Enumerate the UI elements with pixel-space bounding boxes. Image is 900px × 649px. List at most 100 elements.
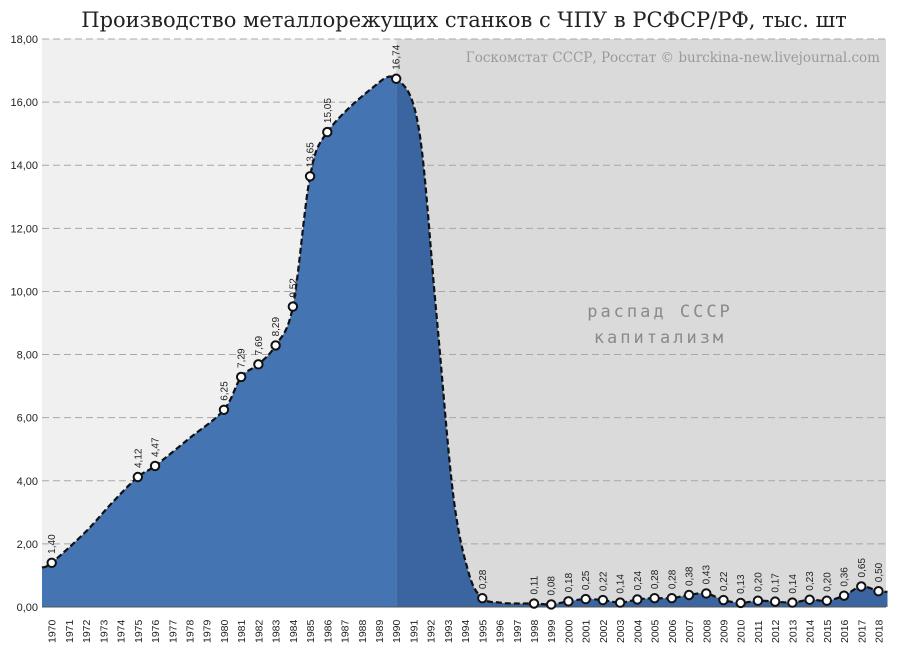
x-tick-label: 1977 bbox=[167, 619, 179, 643]
x-tick-label: 2016 bbox=[839, 619, 851, 643]
x-tick-label: 2001 bbox=[581, 619, 593, 643]
y-tick-label: 2,00 bbox=[17, 539, 38, 551]
data-point bbox=[563, 596, 574, 607]
x-tick-label: 1974 bbox=[116, 619, 128, 643]
data-point bbox=[649, 592, 660, 604]
data-point bbox=[46, 557, 57, 569]
source-credit: Госкомстат СССР, Росстат © burckina-new.… bbox=[466, 50, 880, 66]
data-point bbox=[597, 594, 609, 606]
annotation-capitalism: капитализм bbox=[594, 328, 726, 348]
x-tick-label: 1986 bbox=[322, 619, 334, 643]
annotation-ussr-collapse: распад СССР bbox=[587, 302, 733, 322]
data-point bbox=[235, 371, 247, 383]
data-point bbox=[528, 598, 540, 609]
y-tick-label: 10,00 bbox=[10, 286, 38, 298]
x-tick-label: 2009 bbox=[718, 619, 730, 643]
data-point bbox=[391, 73, 402, 84]
x-tick-label: 2005 bbox=[650, 619, 662, 643]
data-point bbox=[821, 595, 833, 606]
x-tick-label: 2014 bbox=[805, 619, 817, 643]
x-tick-label: 1998 bbox=[529, 619, 541, 643]
x-tick-label: 1975 bbox=[133, 619, 145, 643]
x-tick-label: 2015 bbox=[822, 619, 834, 643]
area-fill bbox=[42, 76, 397, 607]
plot-area: 0,00 2,00 4,00 6,00 8,00 10,00 12,00 14,00 16,00… bbox=[10, 34, 888, 643]
data-point bbox=[580, 593, 591, 605]
y-tick-label: 6,00 bbox=[17, 413, 38, 425]
data-point bbox=[666, 592, 677, 604]
data-label: 0,24 bbox=[633, 571, 644, 591]
data-label: 0,36 bbox=[840, 567, 851, 587]
y-tick-label: 12,00 bbox=[10, 223, 38, 235]
shaded-region-background bbox=[396, 39, 886, 607]
data-label: 6,25 bbox=[219, 381, 230, 401]
data-point bbox=[752, 595, 764, 606]
data-label: 8,29 bbox=[271, 317, 282, 337]
data-point bbox=[683, 589, 695, 601]
x-tick-label: 1982 bbox=[253, 619, 265, 643]
data-point bbox=[477, 592, 488, 604]
data-point bbox=[270, 340, 281, 351]
x-tick-label: 1971 bbox=[64, 619, 76, 643]
data-label: 1,40 bbox=[47, 534, 58, 554]
data-label: 0,23 bbox=[805, 571, 816, 591]
data-point bbox=[787, 597, 798, 608]
data-label: 0,11 bbox=[530, 575, 541, 594]
data-label: 4,47 bbox=[151, 437, 162, 457]
x-tick-label: 1984 bbox=[288, 619, 300, 643]
x-tick-label: 2010 bbox=[736, 619, 748, 643]
x-tick-label: 1983 bbox=[271, 619, 283, 643]
data-point bbox=[804, 594, 815, 605]
data-point bbox=[769, 596, 781, 607]
data-label: 15,05 bbox=[323, 98, 334, 123]
x-tick-label: 1985 bbox=[305, 619, 317, 643]
data-label: 0,28 bbox=[667, 569, 678, 589]
data-point bbox=[132, 471, 144, 483]
x-tick-label: 1980 bbox=[219, 619, 231, 643]
x-tick-label: 1995 bbox=[477, 619, 489, 643]
y-tick-label: 14,00 bbox=[10, 160, 38, 172]
data-point bbox=[632, 594, 643, 605]
data-point bbox=[322, 126, 333, 138]
data-point bbox=[701, 588, 712, 599]
x-tick-label: 1993 bbox=[443, 619, 455, 643]
x-tick-label: 2004 bbox=[632, 619, 644, 643]
data-label: 0,17 bbox=[771, 573, 782, 593]
x-tick-label: 1976 bbox=[150, 619, 162, 643]
x-tick-label: 1991 bbox=[408, 619, 420, 643]
y-tick-label: 8,00 bbox=[17, 350, 38, 362]
data-label: 0,25 bbox=[581, 570, 592, 590]
data-point bbox=[838, 590, 850, 601]
x-tick-label: 1997 bbox=[512, 619, 524, 643]
data-label: 16,74 bbox=[392, 44, 403, 69]
series-line bbox=[41, 75, 888, 606]
data-point bbox=[735, 597, 746, 609]
x-tick-label: 1989 bbox=[374, 619, 386, 643]
data-label: 0,50 bbox=[874, 562, 885, 582]
data-point bbox=[614, 597, 626, 608]
area-fill-post-1990 bbox=[396, 78, 888, 607]
data-label: 0,65 bbox=[857, 558, 868, 578]
x-tick-label: 1999 bbox=[546, 619, 558, 643]
x-tick-label: 2006 bbox=[667, 619, 679, 643]
x-tick-label: 1978 bbox=[185, 619, 197, 643]
data-label: 0,20 bbox=[753, 572, 764, 592]
x-tick-label: 1981 bbox=[236, 619, 248, 643]
data-label: 0,28 bbox=[650, 569, 661, 589]
data-label: 0,43 bbox=[702, 565, 713, 585]
data-label: 0,28 bbox=[478, 569, 489, 589]
x-tick-label: 1994 bbox=[460, 619, 472, 643]
x-tick-label: 2011 bbox=[753, 620, 765, 643]
data-label: 4,12 bbox=[133, 448, 144, 468]
data-label: 7,69 bbox=[254, 335, 265, 355]
x-tick-label: 1996 bbox=[495, 619, 507, 643]
x-tick-label: 2012 bbox=[770, 619, 782, 643]
x-tick-label: 1987 bbox=[340, 619, 352, 643]
data-point bbox=[253, 359, 264, 370]
x-tick-label: 2002 bbox=[598, 619, 610, 643]
data-point bbox=[304, 171, 316, 182]
x-tick-label: 2007 bbox=[684, 619, 696, 643]
y-tick-label: 4,00 bbox=[17, 476, 38, 488]
data-point bbox=[149, 460, 161, 472]
